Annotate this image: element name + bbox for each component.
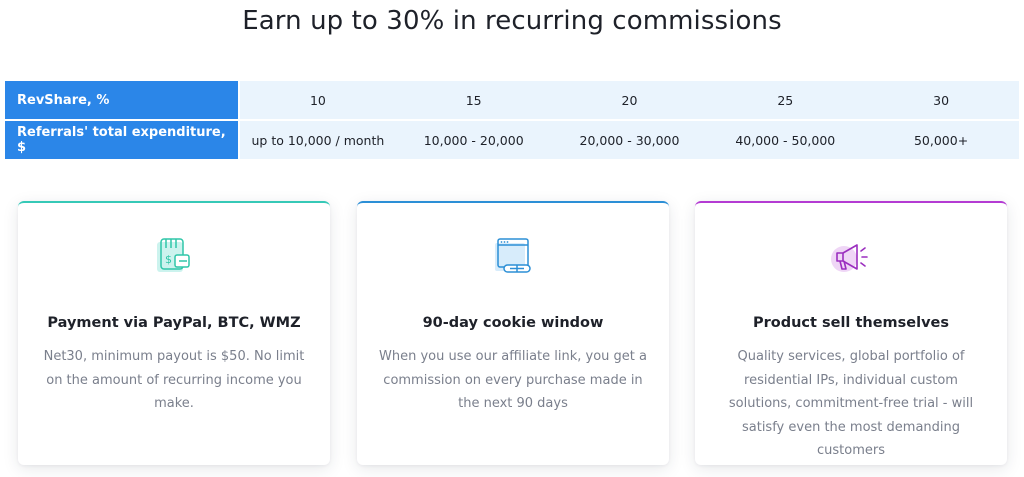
card-title: Product sell themselves (752, 315, 950, 331)
feature-cards: $ Payment via PayPal, BTC, WMZ Net30, mi… (18, 201, 1008, 465)
row-header-revshare: RevShare, % (5, 81, 238, 119)
card-title: Payment via PayPal, BTC, WMZ (47, 315, 301, 331)
revshare-table: RevShare, % 10 15 20 25 30 Referrals' to… (5, 81, 1019, 159)
card-description: Quality services, global portfolio of re… (728, 349, 974, 458)
row-cells: 10 15 20 25 30 (240, 81, 1019, 119)
table-cell: 20,000 - 30,000 (579, 132, 680, 148)
page-title: Earn up to 30% in recurring commissions (242, 6, 782, 36)
megaphone-icon (831, 244, 868, 272)
wallet-money-icon: $ (157, 238, 190, 272)
browser-window-icon (495, 238, 531, 273)
card-description: When you use our affiliate link, you get… (379, 349, 647, 411)
table-row-expenditure: Referrals' total expenditure, $ up to 10… (5, 121, 1019, 159)
card-description: Net30, minimum payout is $50. No limit o… (43, 349, 305, 411)
table-cell: up to 10,000 / month (251, 132, 385, 148)
feature-card-product: Product sell themselves Quality services… (695, 201, 1007, 465)
table-cell: 10 (309, 92, 326, 108)
row-header-expenditure: Referrals' total expenditure, $ (5, 121, 238, 159)
table-cell: 40,000 - 50,000 (735, 132, 836, 148)
table-cell: 25 (777, 92, 794, 108)
table-cell: 20 (621, 92, 638, 108)
feature-card-cookie: 90-day cookie window When you use our af… (357, 201, 669, 465)
row-cells: up to 10,000 / month 10,000 - 20,000 20,… (240, 121, 1019, 159)
svg-text:$: $ (165, 253, 172, 266)
feature-card-payment: $ Payment via PayPal, BTC, WMZ Net30, mi… (18, 201, 330, 465)
table-row-revshare: RevShare, % 10 15 20 25 30 (5, 81, 1019, 119)
table-cell: 50,000+ (913, 132, 969, 148)
table-cell: 30 (933, 92, 950, 108)
table-cell: 15 (465, 92, 482, 108)
card-title: 90-day cookie window (422, 315, 604, 331)
table-cell: 10,000 - 20,000 (423, 132, 524, 148)
